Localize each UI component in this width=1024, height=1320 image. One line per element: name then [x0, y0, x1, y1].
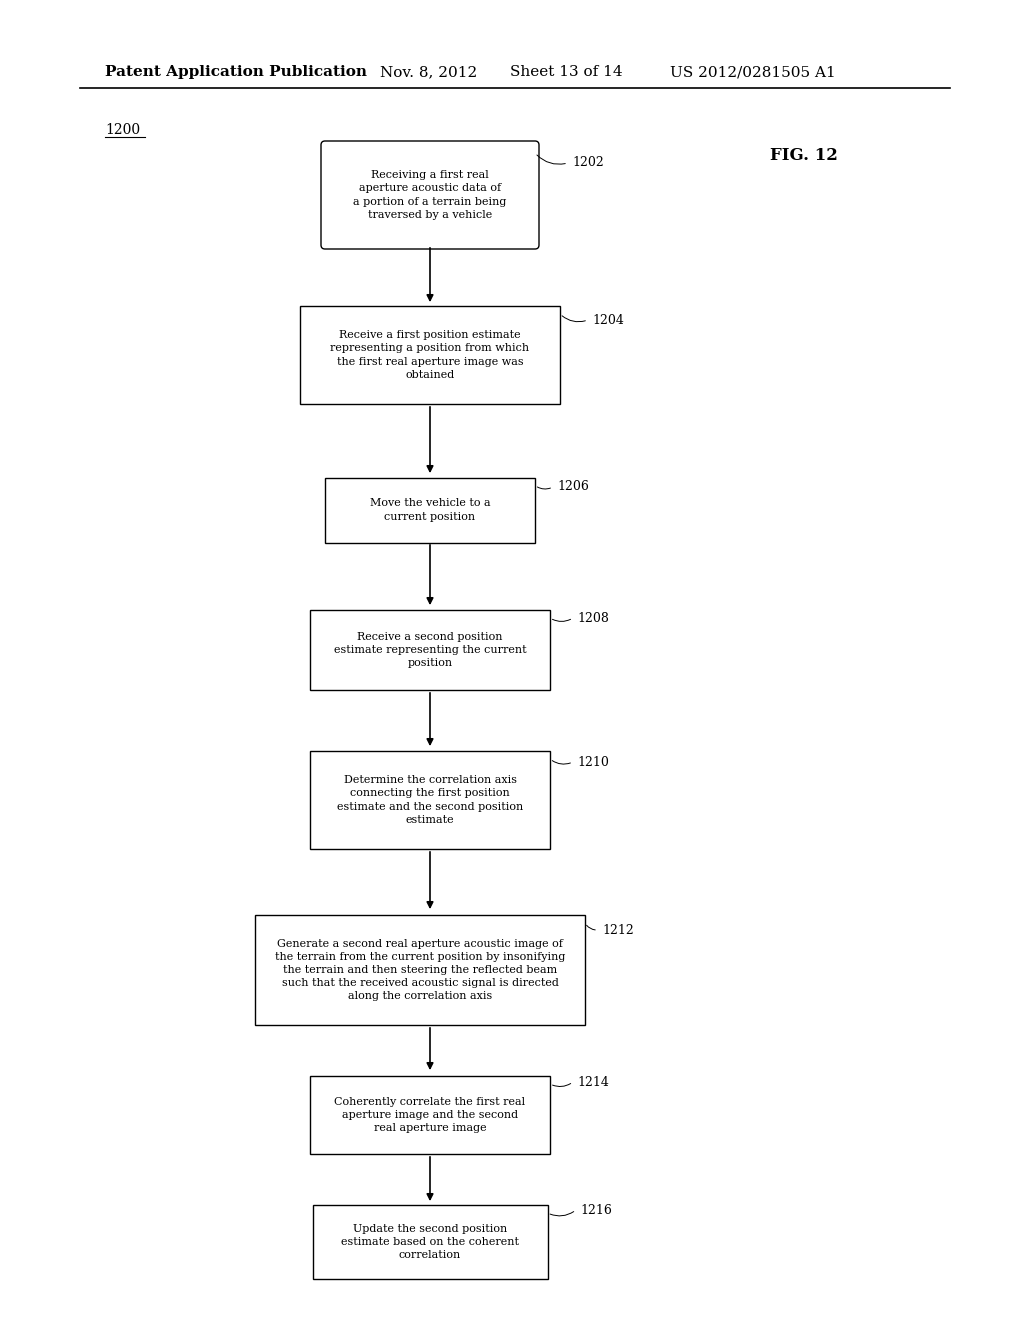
Text: US 2012/0281505 A1: US 2012/0281505 A1 — [670, 65, 836, 79]
Text: Receive a second position
estimate representing the current
position: Receive a second position estimate repre… — [334, 632, 526, 668]
Text: 1214: 1214 — [577, 1076, 609, 1089]
Text: 1202: 1202 — [572, 157, 604, 169]
Bar — [325, 478, 535, 543]
Bar — [310, 751, 550, 849]
Text: 1212: 1212 — [602, 924, 634, 936]
FancyBboxPatch shape — [321, 141, 539, 249]
Bar — [310, 1076, 550, 1154]
Text: 1200: 1200 — [105, 123, 140, 137]
Text: Coherently correlate the first real
aperture image and the second
real aperture : Coherently correlate the first real aper… — [335, 1097, 525, 1133]
Text: Patent Application Publication: Patent Application Publication — [105, 65, 367, 79]
Bar — [300, 306, 560, 404]
Text: 1204: 1204 — [592, 314, 624, 326]
Bar — [312, 1205, 548, 1279]
Text: Determine the correlation axis
connecting the first position
estimate and the se: Determine the correlation axis connectin… — [337, 775, 523, 825]
Text: Move the vehicle to a
current position: Move the vehicle to a current position — [370, 499, 490, 521]
Text: Receive a first position estimate
representing a position from which
the first r: Receive a first position estimate repres… — [331, 330, 529, 380]
Text: FIG. 12: FIG. 12 — [770, 147, 838, 164]
Text: Receiving a first real
aperture acoustic data of
a portion of a terrain being
tr: Receiving a first real aperture acoustic… — [353, 170, 507, 220]
Text: Update the second position
estimate based on the coherent
correlation: Update the second position estimate base… — [341, 1224, 519, 1261]
Text: Generate a second real aperture acoustic image of
the terrain from the current p: Generate a second real aperture acoustic… — [274, 939, 565, 1002]
Text: 1208: 1208 — [577, 611, 609, 624]
Text: 1216: 1216 — [580, 1204, 612, 1217]
Text: Nov. 8, 2012: Nov. 8, 2012 — [380, 65, 477, 79]
Bar — [255, 915, 585, 1026]
Text: Sheet 13 of 14: Sheet 13 of 14 — [510, 65, 623, 79]
Bar — [310, 610, 550, 690]
Text: 1210: 1210 — [577, 755, 609, 768]
Text: 1206: 1206 — [557, 480, 589, 494]
